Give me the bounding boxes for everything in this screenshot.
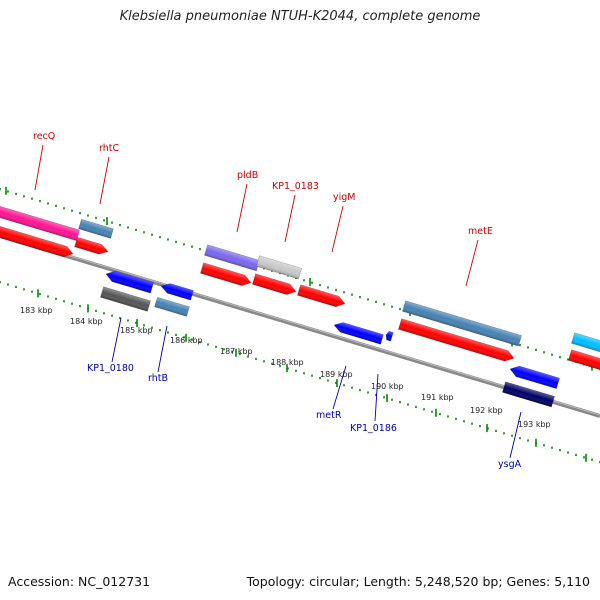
- backbone-line: [0, 234, 600, 418]
- scale-label: 186 kbp: [170, 336, 203, 345]
- scale-label: 191 kbp: [421, 393, 454, 402]
- scale-label: 193 kbp: [518, 420, 551, 429]
- cds-ysgA: [502, 381, 555, 408]
- label-leader: [509, 411, 522, 459]
- scale-label: 188 kbp: [271, 358, 304, 367]
- cds-rhtC: [74, 236, 109, 255]
- gene-rhtC: [78, 218, 114, 239]
- accession-label: Accession: NC_012731: [8, 574, 151, 589]
- gene-ysgA: [509, 365, 560, 390]
- cds-right-edge: [568, 349, 600, 371]
- scale-label: 185 kbp: [120, 326, 153, 335]
- gene-KP1_0186: [385, 330, 394, 342]
- gene-features: [0, 203, 600, 408]
- cds-pldB: [200, 262, 252, 286]
- gene-labels: recQ rhtC pldB KP1_0183 yigM metE KP1_0180 rhtB…: [33, 131, 522, 470]
- label-leader: [99, 156, 110, 205]
- genome-backbone: [0, 234, 600, 418]
- cds-KP1_0183: [252, 273, 297, 295]
- scale-labels: 183 kbp 184 kbp 185 kbp 186 kbp 187 kbp 188 k…: [20, 306, 551, 429]
- label-leader: [34, 144, 44, 191]
- gene-label-metE: metE: [468, 226, 493, 237]
- scale-label: 190 kbp: [371, 382, 404, 391]
- cds-KP1_0180: [100, 286, 151, 312]
- gene-label-rhtB: rhtB: [148, 373, 168, 384]
- gene-label-ysgA: ysgA: [498, 459, 522, 470]
- gene-label-metR: metR: [316, 410, 342, 421]
- gene-KP1_0183: [256, 255, 302, 280]
- scale-label: 184 kbp: [70, 317, 103, 326]
- label-leader: [111, 317, 122, 363]
- label-leader: [465, 239, 479, 287]
- scale-label: 183 kbp: [20, 306, 53, 315]
- label-leader: [157, 325, 168, 373]
- gene-label-pldB: pldB: [237, 170, 258, 181]
- gene-label-KP1_0180: KP1_0180: [87, 363, 134, 374]
- gene-label-recQ: recQ: [33, 131, 55, 142]
- genome-summary: Topology: circular; Length: 5,248,520 bp…: [246, 574, 590, 589]
- label-leader: [236, 183, 248, 233]
- label-leader: [331, 205, 344, 253]
- label-leader: [284, 194, 296, 243]
- cds-rhtB: [154, 296, 190, 317]
- gene-metR: [333, 322, 384, 345]
- gene-label-KP1_0183: KP1_0183: [272, 181, 319, 192]
- gene-pldB: [204, 244, 260, 272]
- scale-label: 187 kbp: [220, 347, 253, 356]
- map-title: Klebsiella pneumoniae NTUH-K2044, comple…: [119, 9, 481, 24]
- gene-label-KP1_0186: KP1_0186: [350, 423, 397, 434]
- cds-yigM: [297, 284, 346, 308]
- label-leader: [332, 365, 347, 410]
- gene-metE: [402, 300, 522, 347]
- scale-label: 192 kbp: [470, 406, 503, 415]
- gene-label-yigM: yigM: [333, 192, 356, 203]
- gene-label-rhtC: rhtC: [99, 143, 119, 154]
- gene-KP1_0180: [105, 270, 154, 294]
- cds-metE: [398, 318, 515, 362]
- label-leader: [374, 373, 379, 422]
- gene-right-edge: [571, 332, 600, 355]
- cds-recQ: [0, 223, 74, 258]
- lower-tick-track: [0, 281, 600, 464]
- scale-label: 189 kbp: [320, 370, 353, 379]
- gene-rhtB: [160, 283, 194, 301]
